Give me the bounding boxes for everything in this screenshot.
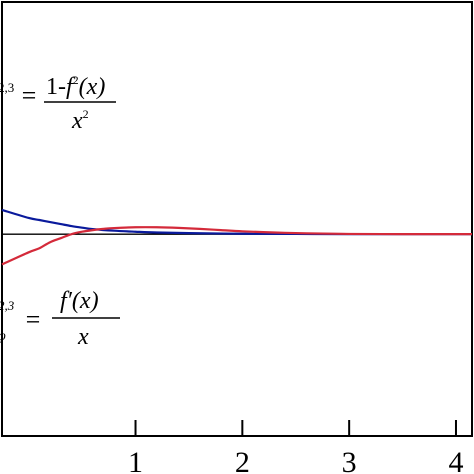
annotation-lower-lhs-sup: 2,3 <box>0 298 15 313</box>
plot-frame <box>1 1 473 437</box>
svg-text:2,3: 2,3 <box>0 80 14 95</box>
x-tick-label-1: 1 <box>128 446 143 474</box>
svg-text:x2: x2 <box>71 107 89 134</box>
x-tick-label-3: 3 <box>342 446 357 474</box>
series-group <box>1 208 473 266</box>
svg-text:1-f2(x): 1-f2(x) <box>46 73 105 100</box>
annotation-upper-num-f: f <box>66 74 76 100</box>
annotation-upper-den-sup: 2 <box>83 107 89 121</box>
annotation-lower: 2,3 φ = f′(x) x <box>0 288 120 350</box>
x-tick-label-4: 4 <box>448 446 463 474</box>
series-line-1 <box>1 226 473 266</box>
annotation-upper-equals: = <box>20 81 38 110</box>
annotation-upper-num-sup: 2 <box>73 73 79 87</box>
annotation-upper-num-arg: (x) <box>79 74 106 100</box>
annotation-lower-den: x <box>77 324 89 350</box>
x-tick-label-2: 2 <box>235 446 250 474</box>
annotation-upper-num-main: 1- <box>46 74 66 100</box>
annotation-lower-num: f′(x) <box>60 288 99 314</box>
annotation-lower-equals: = <box>24 305 42 334</box>
x-ticks: 1 2 3 4 <box>128 420 463 474</box>
annotation-upper: 2,3 = 1-f2(x) x2 <box>0 73 116 134</box>
annotation-upper-lhs-sup: 2,3 <box>0 80 14 95</box>
annotation-lower-lhs-sub: φ <box>0 329 6 344</box>
annotation-upper-den-main: x <box>71 108 83 134</box>
